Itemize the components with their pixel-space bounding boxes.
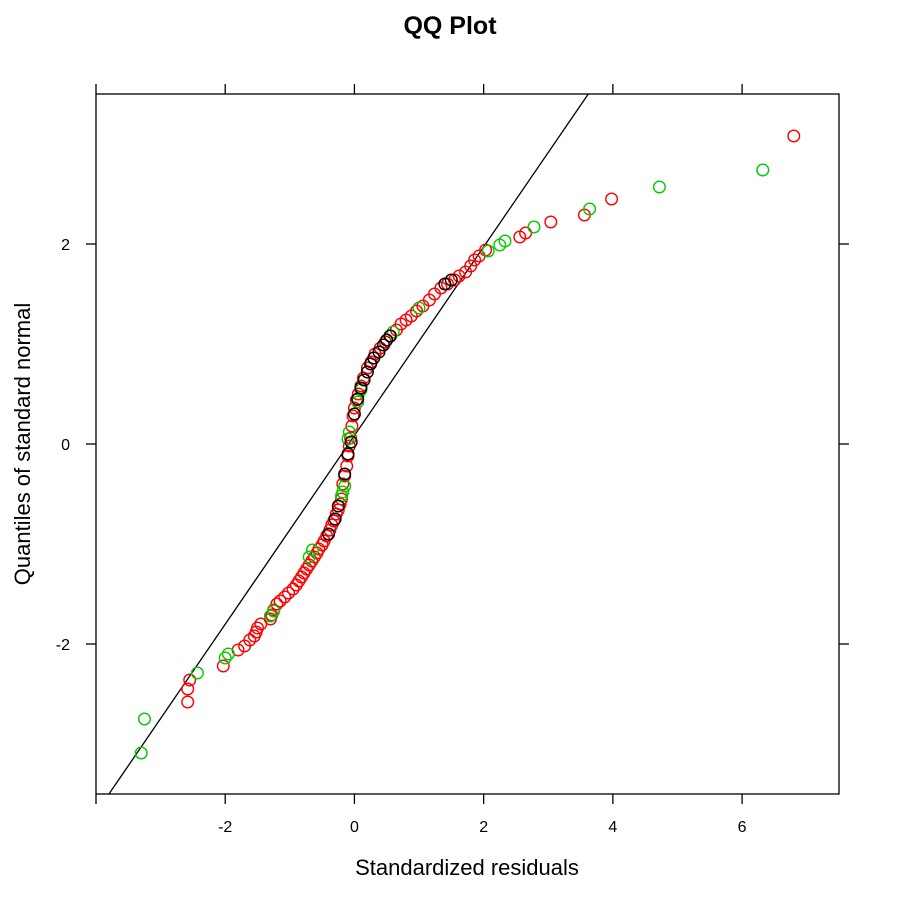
y-tick-label: -2 bbox=[56, 637, 70, 654]
data-point bbox=[331, 499, 345, 513]
data-point bbox=[181, 695, 195, 709]
data-point bbox=[380, 333, 394, 347]
x-tick-label: 6 bbox=[738, 819, 747, 836]
data-point bbox=[372, 345, 386, 359]
data-point bbox=[181, 682, 195, 696]
data-point bbox=[322, 527, 336, 541]
data-point bbox=[336, 485, 350, 499]
data-point bbox=[346, 409, 360, 423]
data-point bbox=[347, 407, 361, 421]
data-point bbox=[218, 651, 232, 665]
data-point bbox=[527, 220, 541, 234]
data-point bbox=[341, 432, 355, 446]
data-point bbox=[652, 180, 666, 194]
x-tick-label: -2 bbox=[218, 819, 232, 836]
data-points bbox=[134, 129, 801, 760]
series-1 bbox=[134, 163, 770, 760]
data-point bbox=[468, 253, 482, 267]
data-point bbox=[267, 604, 281, 618]
data-point bbox=[341, 447, 355, 461]
axis-ticks bbox=[86, 84, 849, 804]
data-point bbox=[344, 435, 358, 449]
data-point bbox=[360, 365, 374, 379]
x-tick-label: 2 bbox=[479, 819, 488, 836]
data-point bbox=[328, 512, 342, 526]
data-point bbox=[434, 281, 448, 295]
data-point bbox=[544, 215, 558, 229]
data-point bbox=[452, 269, 466, 283]
data-point bbox=[498, 234, 512, 248]
data-point bbox=[583, 202, 597, 216]
x-axis-label: Standardized residuals bbox=[355, 855, 579, 880]
y-tick-label: 2 bbox=[61, 237, 70, 254]
y-tick-label: 0 bbox=[61, 437, 70, 454]
chart-title: QQ Plot bbox=[403, 12, 497, 40]
data-point bbox=[273, 594, 287, 608]
data-point bbox=[444, 273, 458, 287]
x-tick-label: 4 bbox=[608, 819, 617, 836]
data-point bbox=[338, 467, 352, 481]
data-point bbox=[354, 381, 368, 395]
data-point bbox=[351, 395, 365, 409]
data-point bbox=[134, 746, 148, 760]
data-point bbox=[250, 621, 264, 635]
data-point bbox=[438, 277, 452, 291]
y-axis-label: Quantiles of standard normal bbox=[10, 303, 35, 586]
data-point bbox=[342, 425, 356, 439]
data-point bbox=[183, 673, 197, 687]
data-point bbox=[216, 659, 230, 673]
data-point bbox=[335, 492, 349, 506]
data-point bbox=[481, 244, 495, 258]
data-point bbox=[243, 633, 257, 647]
data-point bbox=[305, 543, 319, 557]
data-point bbox=[270, 597, 284, 611]
data-point bbox=[787, 129, 801, 143]
data-point bbox=[320, 529, 334, 543]
data-point bbox=[302, 550, 316, 564]
data-point bbox=[333, 497, 347, 511]
data-point bbox=[305, 554, 319, 568]
data-point bbox=[386, 325, 400, 339]
data-point bbox=[412, 301, 426, 315]
data-point bbox=[756, 163, 770, 177]
data-point bbox=[383, 329, 397, 343]
series-0 bbox=[181, 129, 801, 709]
data-point bbox=[357, 373, 371, 387]
data-point bbox=[364, 357, 378, 371]
data-point bbox=[519, 226, 533, 240]
data-point bbox=[190, 666, 204, 680]
data-point bbox=[137, 712, 151, 726]
data-point bbox=[345, 419, 359, 433]
plot-area-frame bbox=[95, 93, 840, 795]
data-point bbox=[605, 192, 619, 206]
reference-line bbox=[108, 94, 590, 794]
x-tick-label: 0 bbox=[350, 819, 359, 836]
data-point bbox=[278, 590, 292, 604]
axis-tick-labels: -2 0 2 4 6 -2 0 2 bbox=[56, 237, 747, 836]
data-point bbox=[221, 647, 235, 661]
data-point bbox=[282, 586, 296, 600]
series-2 bbox=[322, 273, 458, 541]
data-point bbox=[327, 514, 341, 528]
